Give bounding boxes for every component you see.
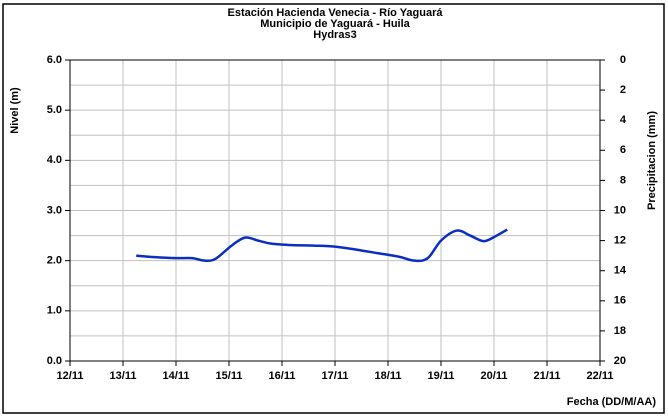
y2-tick-label: 20	[614, 355, 626, 367]
chart-title: Estación Hacienda Venecia - Río Yaguará	[228, 7, 444, 19]
y2-tick-label: 14	[614, 265, 627, 277]
plot-area	[69, 59, 601, 362]
y-tick-label: 1.0	[47, 305, 62, 317]
x-tick-label: 22/11	[587, 370, 614, 382]
y2-axis-label: Precipitacion (mm)	[646, 111, 658, 210]
y2-tick-label: 6	[620, 144, 626, 156]
y2-tick-label: 4	[620, 114, 627, 126]
x-axis-label: Fecha (DD/M/AA)	[567, 396, 657, 408]
y-tick-label: 6.0	[47, 54, 62, 66]
x-tick-label: 13/11	[110, 370, 137, 382]
x-tick-label: 12/11	[57, 370, 84, 382]
x-tick-label: 15/11	[216, 370, 243, 382]
chart-frame	[2, 3, 665, 414]
x-tick-label: 16/11	[269, 370, 296, 382]
y2-tick-label: 0	[620, 54, 626, 66]
chart-title: Municipio de Yaguará - Huila	[260, 18, 410, 30]
y2-tick-label: 10	[614, 204, 626, 216]
x-tick-label: 18/11	[375, 370, 402, 382]
line-series	[136, 228, 508, 263]
y-tick-label: 4.0	[47, 154, 62, 166]
y-tick-label: 5.0	[47, 104, 62, 116]
y2-tick-label: 18	[614, 325, 626, 337]
x-tick-label: 17/11	[322, 370, 349, 382]
y2-tick-label: 16	[614, 295, 626, 307]
y-tick-label: 2.0	[47, 255, 62, 267]
x-tick-label: 20/11	[481, 370, 508, 382]
y-axis-label: Nivel (m)	[9, 87, 21, 134]
y2-tick-label: 2	[620, 84, 626, 96]
y-tick-label: 3.0	[47, 204, 62, 216]
chart-title: Hydras3	[313, 29, 356, 41]
y2-tick-label: 12	[614, 235, 626, 247]
x-tick-label: 19/11	[428, 370, 455, 382]
x-tick-label: 14/11	[163, 370, 190, 382]
y2-tick-label: 8	[620, 174, 626, 186]
y-tick-label: 0.0	[47, 355, 62, 367]
x-tick-label: 21/11	[534, 370, 561, 382]
